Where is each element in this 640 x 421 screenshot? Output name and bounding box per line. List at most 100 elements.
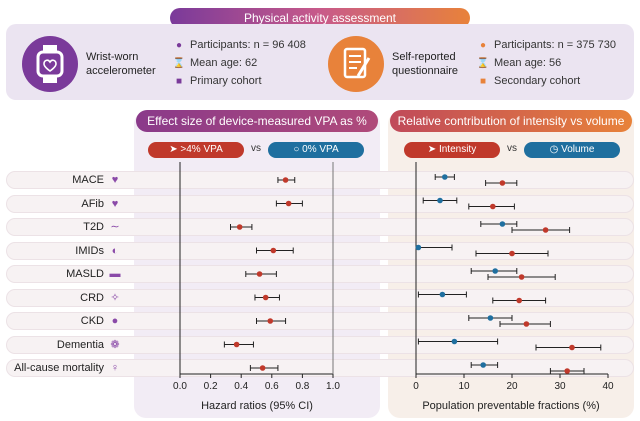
cohort-text: Secondary cohort [494,75,581,87]
book-icon: ■ [175,76,183,87]
cohort-text: Primary cohort [190,75,262,87]
legend-intensity-label: Intensity [438,144,477,155]
point-estimate [480,362,487,368]
outcome-row [6,335,634,354]
point-estimate [437,197,443,204]
legend-high-vpa-label: >4% VPA [180,144,223,155]
point-estimate [415,244,422,251]
outcome-label: T2D [83,221,104,233]
device-title-line1: Self-reported [392,51,456,63]
device-title-questionnaire: Self-reported questionnaire [392,50,458,78]
book-icon: ■ [479,76,487,87]
smartwatch-icon [22,36,78,92]
point-estimate [442,174,448,180]
outcome-label: Dementia [56,338,104,351]
point-estimate [499,221,506,227]
x-tick-label: 1.0 [326,381,340,392]
x-tick-label: 10 [458,381,470,392]
assessment-banner: Physical activity assessment [170,8,470,28]
point-estimate [490,203,496,210]
x-tick-label: 0.4 [234,381,248,392]
x-tick-label: 0.6 [265,381,279,392]
point-estimate [451,338,458,345]
point-estimate [569,344,575,351]
outcome-label: All-cause mortality [14,362,104,374]
outcome-row [6,288,634,307]
point-estimate [236,224,243,230]
x-tick-label: 0 [413,381,419,392]
point-estimate [564,368,570,374]
outcome-label: CRD [80,291,104,304]
participants-text: Participants: n = 375 730 [494,39,616,51]
point-estimate [487,315,494,321]
outcome-label: MASLD [66,268,104,280]
point-estimate [262,294,269,301]
participants-text: Participants: n = 96 408 [190,39,306,51]
legend-intensity: ➤ Intensity [404,142,500,158]
point-estimate [267,318,274,324]
cohort-stat: ■ Secondary cohort [476,74,580,88]
person-icon: ● [479,40,487,51]
x-tick-label: 40 [602,381,614,392]
device-title-line2: accelerometer [86,65,156,77]
point-estimate [518,274,525,280]
outcome-row [6,312,634,330]
point-estimate [233,341,240,348]
kidney-icon: ● [111,315,119,327]
outcome-label: MACE [72,174,104,186]
mean-age-text: Mean age: 56 [494,57,562,69]
right-panel-title: Relative contribution of intensity vs vo… [390,110,632,132]
cohort-stat: ■ Primary cohort [172,74,262,88]
hourglass-icon: ⌛ [476,58,490,69]
legend-vs: vs [507,143,517,154]
participants-stat: ● Participants: n = 375 730 [476,38,616,52]
right-x-axis-label: Population preventable fractions (%) [422,400,600,412]
x-tick-label: 30 [554,381,566,392]
mean-age-stat: ⌛ Mean age: 56 [476,56,562,70]
liver-icon: ▬ [109,268,121,280]
point-estimate [256,271,263,277]
lungs-icon: ✧ [110,291,120,304]
x-tick-label: 0.2 [204,381,218,392]
participants-stat: ● Participants: n = 96 408 [172,38,306,52]
outcome-row [6,171,634,189]
legend-zero-vpa: ○ 0% VPA [268,142,364,158]
people-icon: ♀ [110,362,120,374]
point-estimate [285,200,292,207]
point-estimate [282,177,289,183]
outcome-row [6,359,634,377]
legend-zero-vpa-label: 0% VPA [302,144,339,155]
outcome-row [6,218,634,236]
left-panel-title: Effect size of device-measured VPA as % [136,110,378,132]
legend-vs: vs [251,143,261,154]
point-estimate [516,297,522,304]
legend-volume: ◷ Volume [524,142,620,158]
point-estimate [542,227,549,233]
x-tick-label: 20 [506,381,518,392]
point-estimate [523,321,530,327]
point-estimate [439,291,446,298]
point-estimate [499,180,506,186]
brain-icon: ❁ [110,338,120,351]
mean-age-stat: ⌛ Mean age: 62 [172,56,258,70]
hourglass-icon: ⌛ [172,58,186,69]
device-title-accelerometer: Wrist-worn accelerometer [86,50,156,78]
pancreas-icon: ∼ [110,221,120,233]
outcome-label: CKD [80,315,104,327]
left-x-axis-label: Hazard ratios (95% CI) [201,400,313,412]
outcome-row [6,265,634,283]
mean-age-text: Mean age: 62 [190,57,258,69]
outcome-label: AFib [81,197,104,210]
point-estimate [509,250,515,257]
device-title-line2: questionnaire [392,65,459,77]
outcome-label: IMIDs [75,244,104,257]
x-tick-label: 0.8 [295,381,309,392]
person-icon: ● [175,40,183,51]
heart-icon: ♥ [111,174,119,186]
point-estimate [492,268,499,274]
device-title-line1: Wrist-worn [86,51,139,63]
cohort-panel [6,24,634,100]
point-estimate [259,365,266,371]
outcome-row [6,194,634,213]
